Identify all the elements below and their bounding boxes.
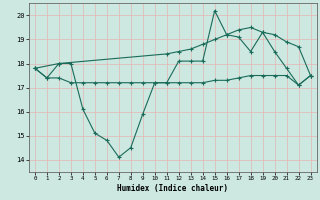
X-axis label: Humidex (Indice chaleur): Humidex (Indice chaleur)	[117, 184, 228, 193]
